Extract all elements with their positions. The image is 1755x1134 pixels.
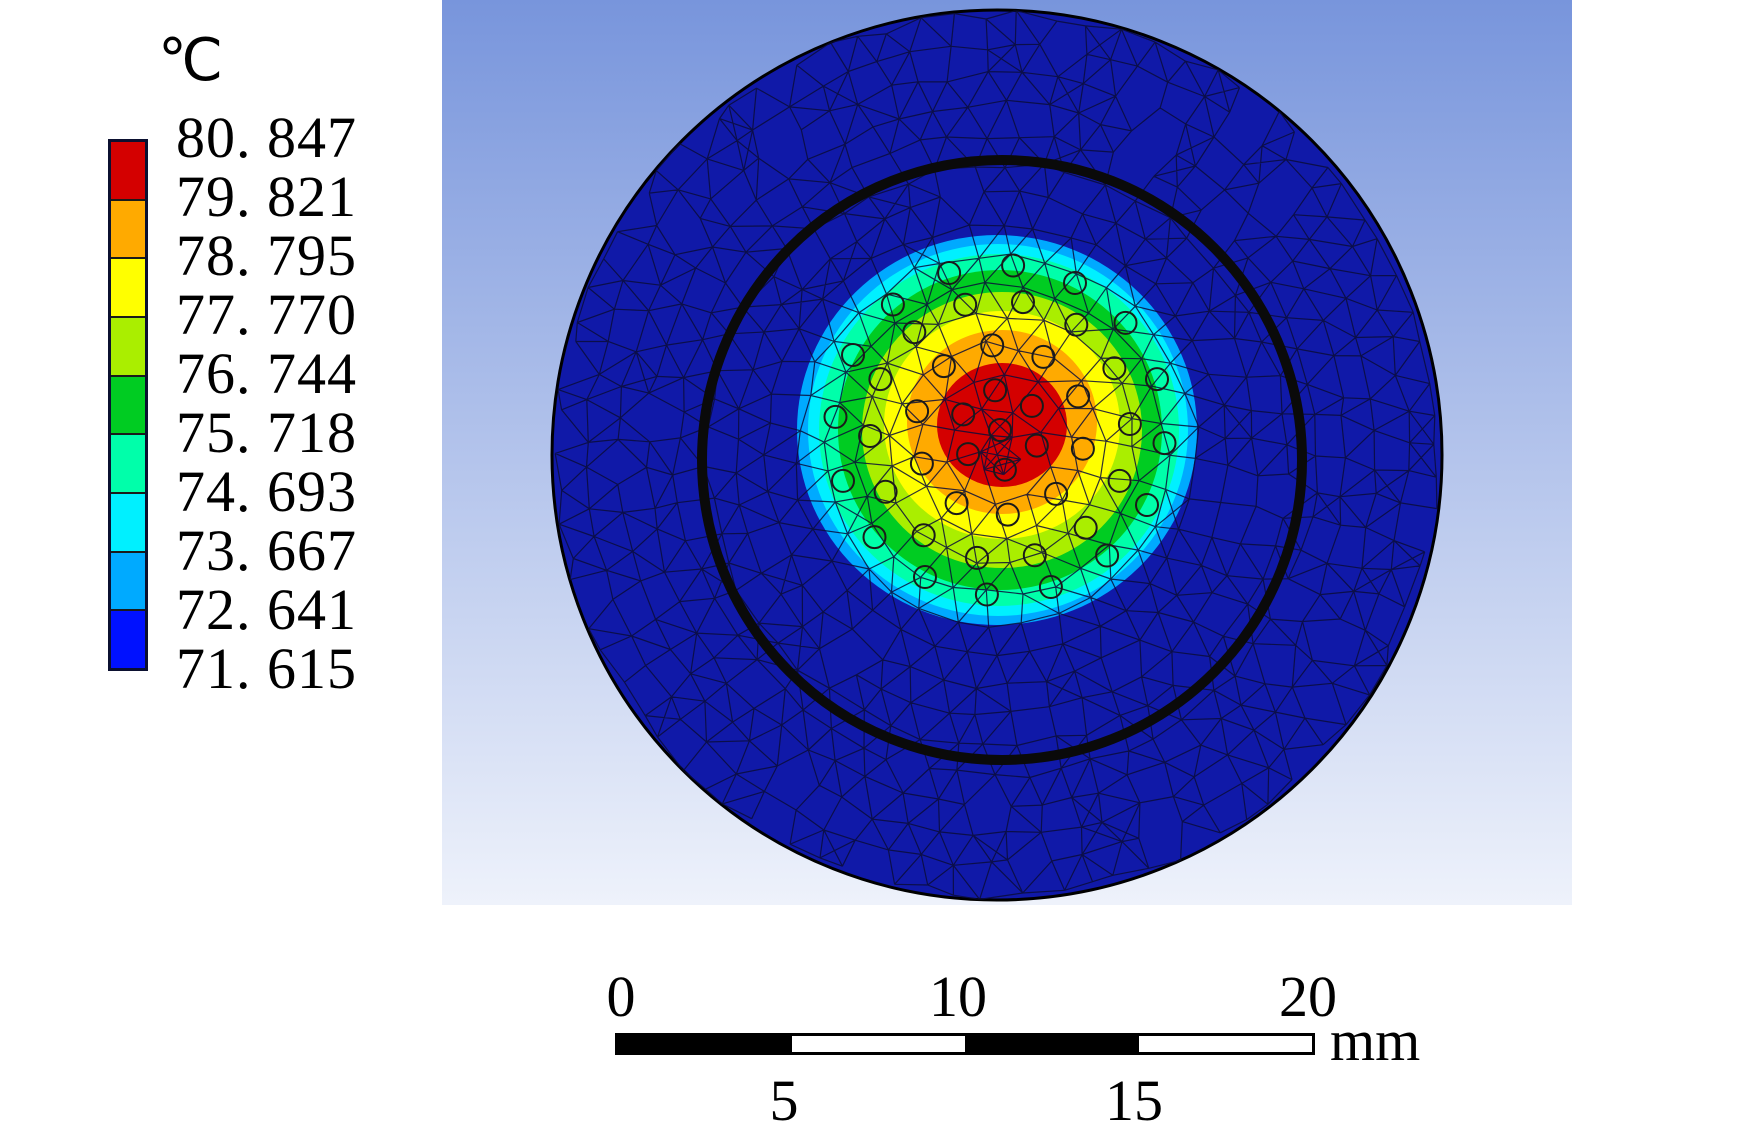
- legend-value-label: 75. 718: [176, 400, 357, 465]
- legend-value-label: 77. 770: [176, 282, 357, 347]
- strand-node: [862, 525, 887, 550]
- strand-node: [868, 367, 893, 392]
- scale-bar-block: [965, 1036, 1139, 1052]
- strand-node: [1022, 543, 1047, 568]
- legend-color-segment: [111, 552, 145, 612]
- strand-node: [980, 333, 1005, 358]
- strand-node: [1152, 431, 1177, 456]
- scale-bar: [615, 1033, 1315, 1055]
- strand-node: [841, 343, 865, 367]
- strand-node: [1070, 436, 1095, 461]
- strand-node: [1063, 271, 1087, 295]
- legend-value-label: 76. 744: [176, 341, 357, 406]
- strand-node: [988, 418, 1012, 442]
- scale-tick-label: 15: [1105, 1068, 1163, 1133]
- strand-node: [951, 402, 976, 427]
- legend-color-segment: [111, 376, 145, 436]
- strand-node: [831, 468, 855, 493]
- scale-bar-block: [791, 1036, 965, 1052]
- scale-unit: mm: [1330, 1008, 1421, 1073]
- strand-node: [1066, 384, 1091, 409]
- mesh-lines: [554, 10, 1438, 900]
- mesh-edges: [554, 10, 1438, 900]
- strand-node: [1044, 481, 1069, 506]
- strand-node: [858, 424, 883, 448]
- scale-tick-label: 10: [929, 964, 987, 1029]
- strand-node: [823, 404, 848, 429]
- strand-node: [956, 442, 981, 467]
- legend-color-segment: [111, 494, 145, 553]
- strand-node: [995, 502, 1020, 527]
- color-legend-bar: [108, 139, 148, 671]
- strand-node: [1019, 393, 1044, 418]
- strand-node: [931, 354, 956, 379]
- legend-color-segment: [111, 142, 145, 201]
- strand-node: [1107, 468, 1132, 493]
- temperature-contour-plot: [442, 0, 1572, 905]
- strand-node: [1031, 344, 1056, 369]
- scale-bar-block: [1138, 1036, 1312, 1052]
- legend-unit: ℃: [158, 28, 224, 93]
- strand-node: [905, 399, 930, 424]
- legend-labels: 80. 847 79. 821 78. 795 77. 770 76. 744 75. 7…: [176, 108, 357, 698]
- legend-color-segment: [111, 318, 145, 377]
- mid-ring: [697, 155, 1307, 765]
- strand-node: [1038, 575, 1063, 599]
- scale-tick-label: 0: [606, 964, 636, 1029]
- strand-node: [1064, 312, 1089, 337]
- strand-node: [873, 479, 898, 504]
- legend-color-segment: [111, 611, 145, 669]
- strand-node: [937, 261, 962, 285]
- legend-value-label: 71. 615: [176, 636, 357, 701]
- strand-node: [880, 292, 905, 317]
- strand-node: [902, 320, 927, 345]
- strand-node: [1095, 543, 1120, 568]
- strand-node: [974, 582, 999, 607]
- strand-node: [1102, 356, 1127, 381]
- strand-node: [1073, 515, 1098, 540]
- strand-node: [1011, 290, 1035, 315]
- strand-node: [965, 545, 989, 570]
- strand-node: [944, 491, 969, 516]
- strand-node: [909, 451, 934, 476]
- strand-node: [1001, 253, 1026, 278]
- strand-node: [1135, 493, 1159, 517]
- strand-node: [953, 292, 978, 317]
- strand-node: [1117, 412, 1142, 436]
- strand-node: [983, 378, 1008, 403]
- legend-value-label: 78. 795: [176, 223, 357, 288]
- strand-nodes: [823, 253, 1177, 607]
- legend-value-label: 73. 667: [176, 518, 357, 583]
- strand-node: [1113, 310, 1138, 335]
- scale-tick-label: 20: [1279, 964, 1337, 1029]
- scale-bar-block: [618, 1036, 792, 1052]
- scale-tick-label: 5: [769, 1068, 799, 1133]
- legend-value-label: 74. 693: [176, 459, 357, 524]
- strand-node: [1145, 367, 1169, 392]
- legend-value-label: 72. 641: [176, 577, 357, 642]
- legend-value-label: 79. 821: [176, 164, 357, 229]
- legend-color-segment: [111, 259, 145, 319]
- strand-node: [911, 523, 936, 548]
- strand-node: [1024, 433, 1049, 458]
- legend-value-label: 80. 847: [176, 105, 357, 170]
- strand-node: [913, 565, 937, 589]
- legend-color-segment: [111, 435, 145, 495]
- strand-node: [992, 457, 1017, 482]
- legend-color-segment: [111, 200, 145, 260]
